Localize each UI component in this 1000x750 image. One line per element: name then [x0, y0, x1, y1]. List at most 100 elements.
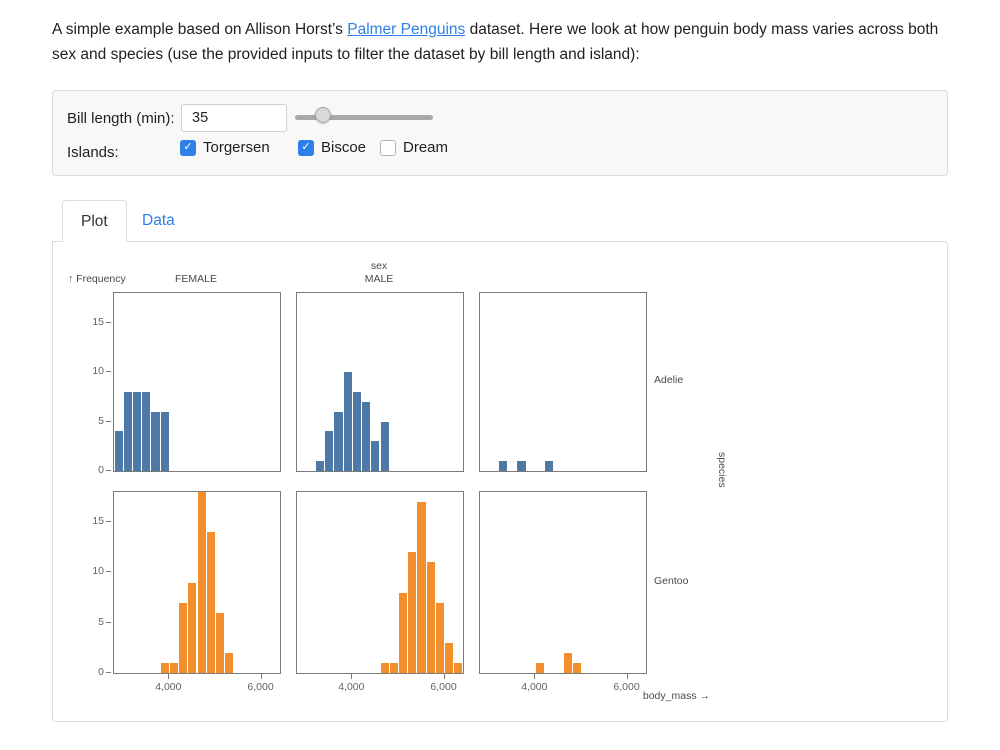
intro-paragraph: A simple example based on Allison Horst’…	[52, 17, 950, 67]
histogram-bar	[454, 662, 463, 673]
y-tick-mark	[106, 470, 111, 471]
y-tick-mark	[106, 371, 111, 373]
checkbox-torgersen[interactable]: ✓ Torgersen	[180, 139, 270, 156]
histogram-bar	[132, 391, 142, 471]
bill-length-slider[interactable]	[295, 104, 433, 130]
histogram-bar	[371, 441, 380, 471]
histogram-bar	[380, 421, 389, 471]
y-tick-label: 15	[92, 315, 104, 328]
histogram-bar	[408, 552, 417, 673]
histogram-bar	[123, 391, 132, 471]
histogram-bar	[535, 662, 545, 673]
histogram-bar	[142, 391, 151, 471]
bill-length-slider-thumb[interactable]	[314, 107, 331, 123]
slider-track[interactable]	[295, 115, 433, 120]
x-tick-label: 4,000	[155, 681, 182, 693]
histogram-bar	[325, 431, 334, 471]
checkbox-label: Torgersen	[203, 139, 270, 156]
intro-text-after: dataset. Here we look at how penguin bod…	[52, 21, 939, 64]
histogram-bar	[188, 582, 197, 673]
bill-length-label: Bill length (min):	[67, 110, 175, 127]
tab-data[interactable]: Data	[126, 200, 191, 241]
facet-row-label: Adelie	[654, 374, 684, 386]
check-icon: ✓	[183, 141, 193, 153]
facet-col-label: FEMALE	[174, 273, 217, 285]
y-tick-mark	[106, 672, 111, 673]
histogram-bar	[160, 662, 169, 673]
y-tick-label: 15	[92, 515, 104, 528]
histogram-facet	[479, 491, 647, 674]
histogram-bar	[398, 592, 408, 673]
y-tick-mark	[106, 521, 111, 523]
histogram-bar	[426, 562, 435, 673]
facet-axis-title-sex: sex	[370, 260, 388, 272]
histogram-bar	[352, 391, 362, 471]
histogram-bar	[114, 431, 123, 471]
palmer-penguins-link[interactable]: Palmer Penguins	[347, 21, 466, 38]
histogram-bar	[215, 612, 225, 673]
histogram-bar	[417, 502, 426, 673]
histogram-facet	[296, 292, 464, 472]
tab-plot-label: Plot	[81, 212, 108, 230]
x-tick-mark	[443, 674, 445, 679]
facet-col-label: MALE	[364, 273, 394, 285]
bill-length-input[interactable]	[181, 104, 287, 132]
histogram-bar	[197, 492, 206, 673]
facet-row-label: Gentoo	[654, 574, 689, 587]
histogram-facet	[296, 491, 464, 674]
checkbox-label: Biscoe	[321, 139, 367, 156]
histogram-facet	[113, 292, 281, 472]
y-tick-label: 0	[98, 464, 104, 476]
histogram-bar	[572, 662, 581, 673]
y-tick-label: 10	[92, 365, 104, 378]
histogram-bar	[206, 532, 215, 673]
checkbox-dream[interactable]: ✓ Dream	[380, 139, 448, 156]
y-tick-label: 5	[98, 414, 104, 427]
histogram-bar	[362, 401, 371, 471]
x-tick-label: 6,000	[430, 681, 457, 693]
x-tick-mark	[168, 674, 170, 679]
tab-plot[interactable]: Plot	[62, 200, 127, 242]
y-axis-title: ↑ Frequency	[68, 273, 126, 285]
x-tick-mark	[260, 674, 262, 679]
x-axis-title: body_mass →	[642, 690, 710, 702]
histogram-bar	[225, 652, 234, 673]
histogram-bar	[498, 461, 508, 471]
x-tick-mark	[626, 674, 628, 679]
y-tick-mark	[106, 621, 111, 623]
checkbox-biscoe[interactable]: ✓ Biscoe	[298, 139, 366, 156]
histogram-bar	[151, 411, 160, 471]
x-tick-mark	[534, 674, 536, 679]
x-tick-label: 4,000	[521, 681, 548, 693]
histogram-bar	[435, 602, 445, 673]
checkbox-icon[interactable]: ✓	[298, 139, 314, 156]
x-tick-label: 4,000	[338, 681, 365, 693]
histogram-bar	[334, 411, 343, 471]
histogram-bar	[563, 652, 572, 673]
y-tick-label: 10	[92, 565, 104, 578]
histogram-bar	[389, 662, 398, 673]
histogram-bar	[445, 642, 454, 673]
islands-label: Islands:	[67, 144, 119, 161]
checkbox-label: Dream	[403, 139, 449, 156]
check-icon: ✓	[301, 141, 311, 153]
histogram-facet	[113, 491, 281, 674]
y-tick-mark	[106, 321, 111, 323]
histogram-bar	[160, 411, 169, 471]
facet-row-axis-title-species: species	[716, 452, 728, 488]
checkbox-icon[interactable]: ✓	[380, 139, 396, 156]
histogram-bar	[315, 461, 325, 471]
histogram-bar	[169, 662, 179, 673]
histogram-bar	[179, 602, 188, 673]
histogram-bar	[343, 372, 352, 471]
histogram-bar	[380, 662, 389, 673]
x-tick-label: 6,000	[613, 681, 640, 693]
histogram-bar	[545, 461, 554, 471]
y-tick-mark	[106, 420, 111, 422]
checkbox-icon[interactable]: ✓	[180, 139, 196, 156]
y-tick-label: 0	[98, 666, 104, 678]
x-tick-mark	[351, 674, 353, 679]
histogram-facet	[479, 292, 647, 472]
